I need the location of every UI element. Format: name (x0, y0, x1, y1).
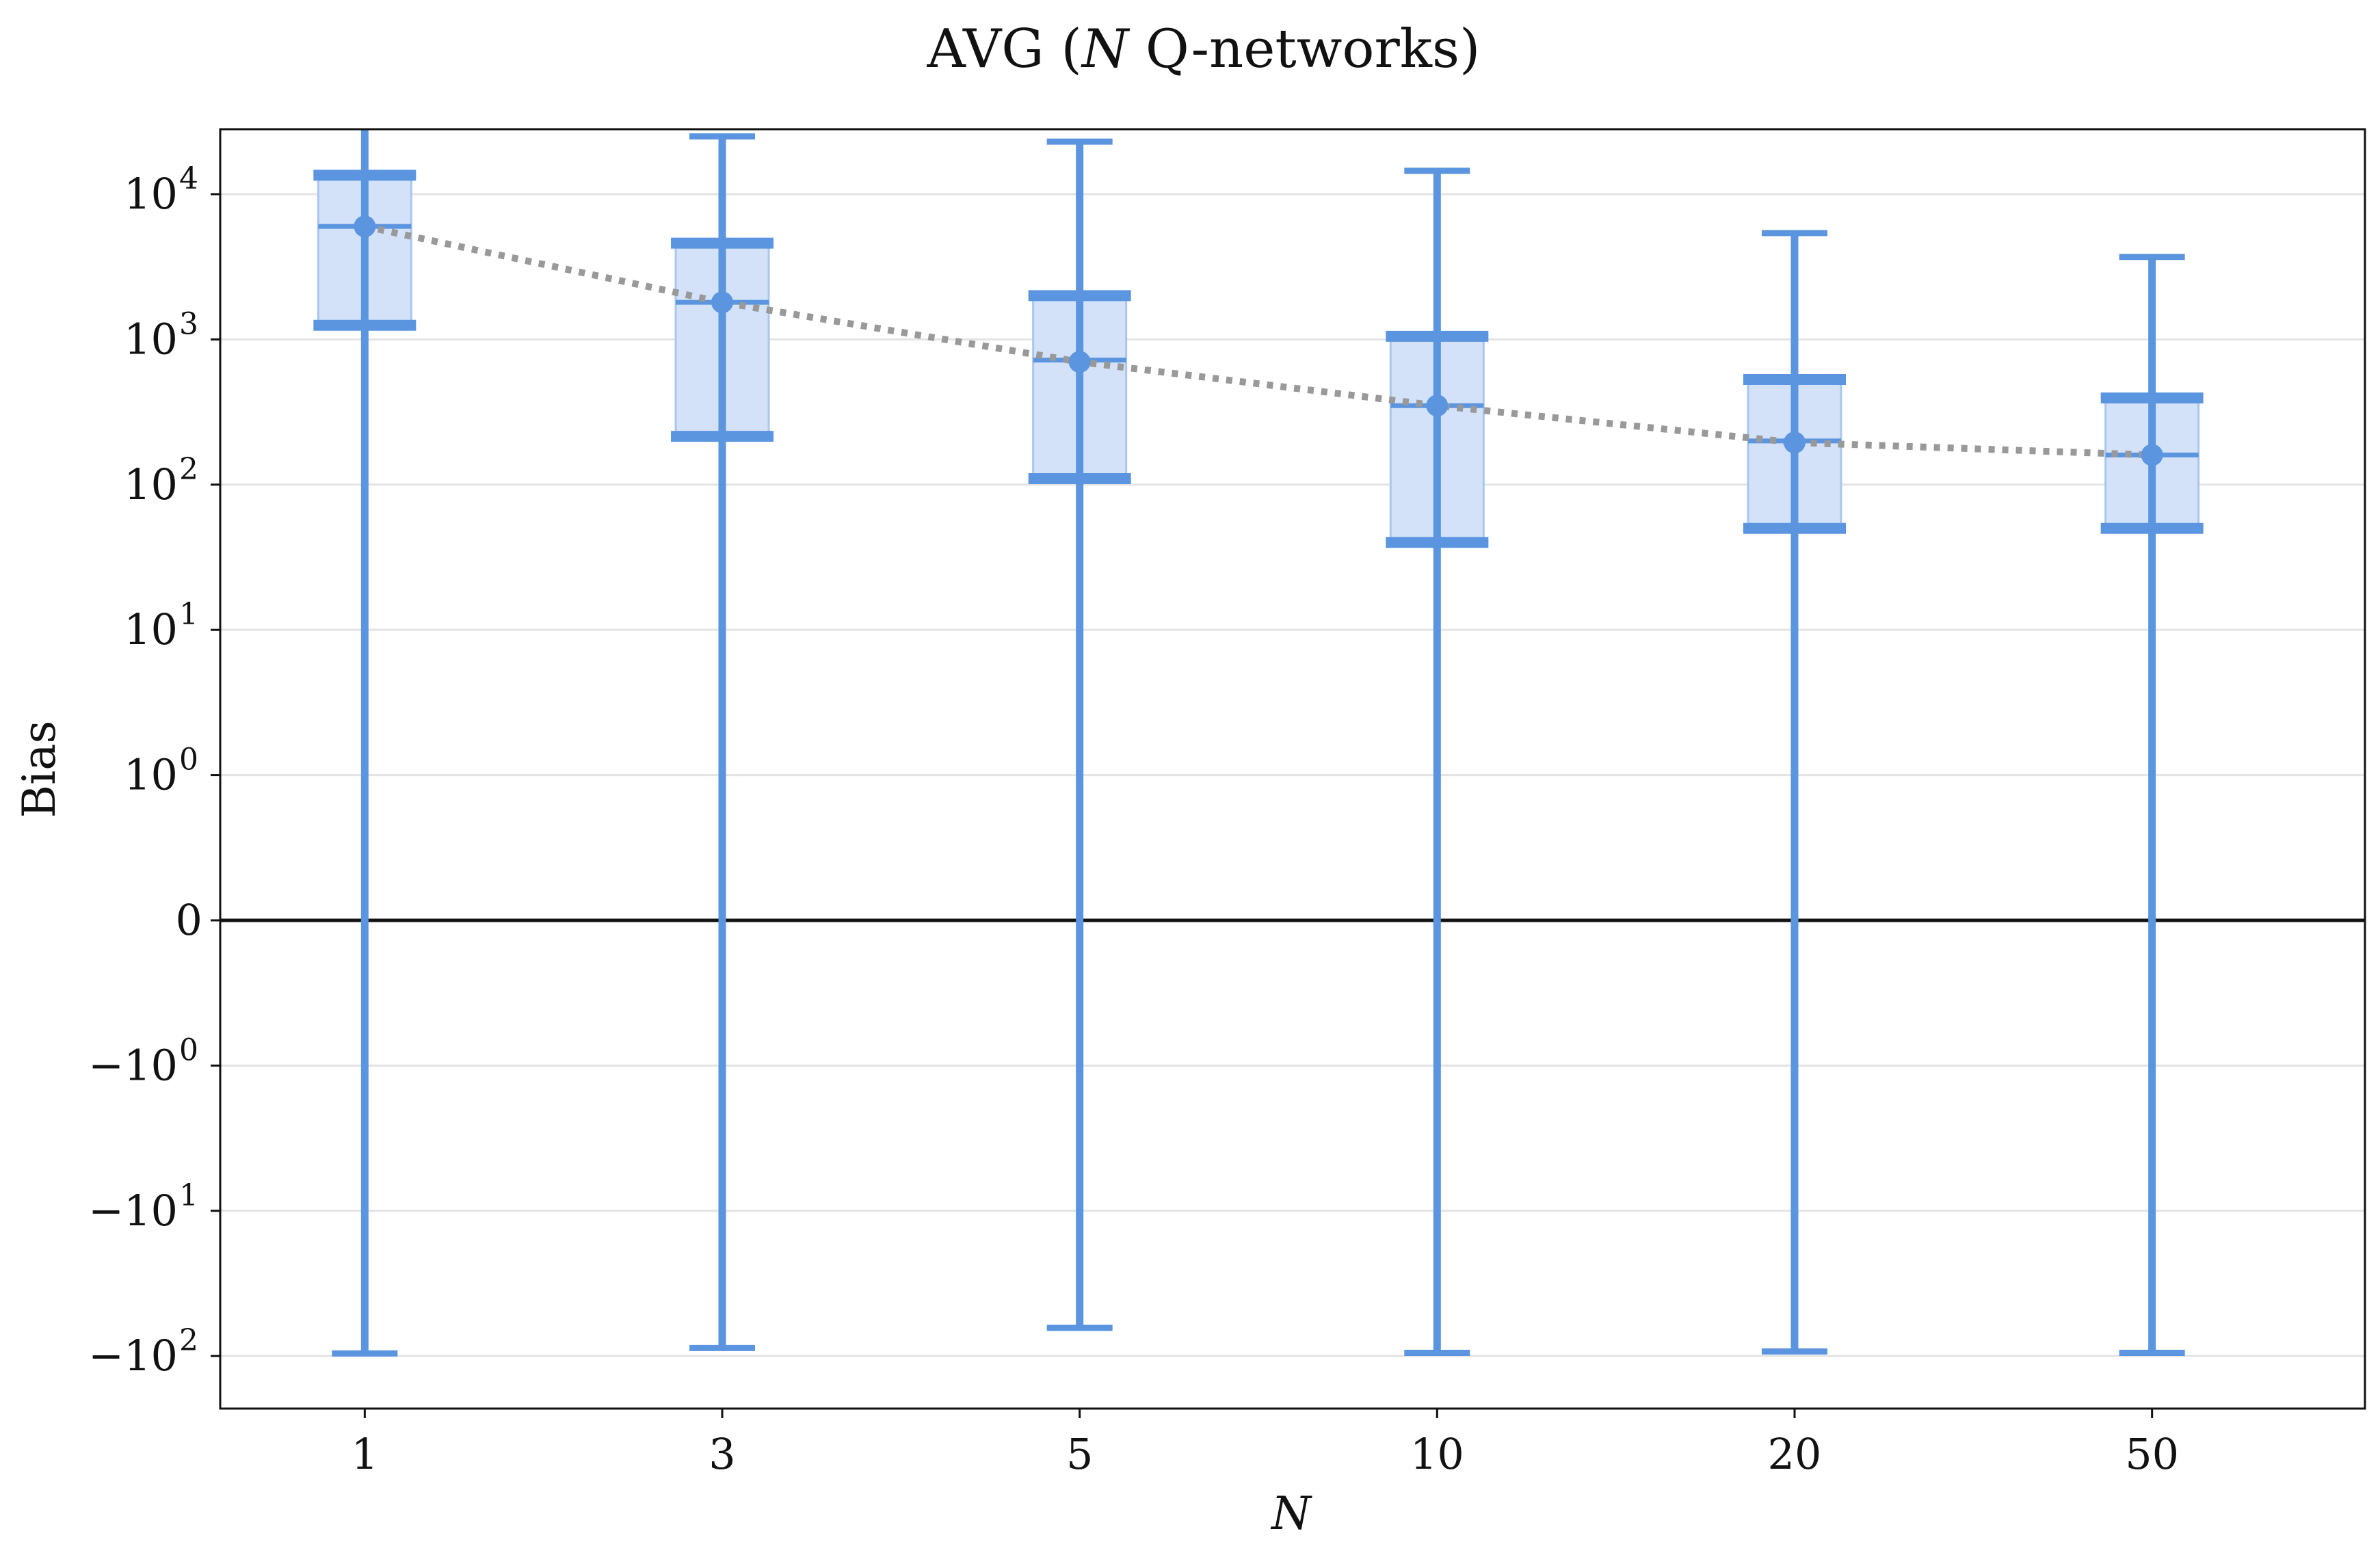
y-tick-label: 10 (124, 459, 178, 509)
box-3 (671, 133, 774, 1351)
mean-marker (1068, 351, 1091, 373)
box-20 (1743, 230, 1846, 1355)
mean-marker (711, 291, 733, 314)
plot-frame (219, 128, 2366, 1410)
y-tick-exponent: 2 (179, 452, 198, 487)
x-ticks: 1 3 5 10 20 50 (352, 1409, 2179, 1479)
y-tick-label: 10 (124, 750, 178, 800)
gridlines (220, 193, 2365, 1357)
x-tick-label: 50 (2125, 1429, 2179, 1479)
mean-trend-line (364, 223, 2152, 459)
boxes (313, 129, 2204, 1357)
y-tick-exponent: 1 (179, 1178, 198, 1213)
y-tick-base: −10 (88, 1186, 178, 1236)
chart-title-part-1: AVG ( (927, 18, 1082, 80)
y-tick-base: 10 (124, 459, 178, 509)
y-tick-label: 0 (176, 895, 202, 945)
mean-line-group (354, 215, 2163, 466)
y-tick-exponent: 2 (179, 1323, 198, 1358)
y-tick-base: −10 (88, 1331, 178, 1381)
box-50 (2100, 254, 2204, 1356)
y-tick-base: −10 (88, 1040, 178, 1090)
mean-marker (2141, 444, 2163, 466)
box-10 (1386, 168, 1489, 1356)
mean-marker (1426, 395, 1449, 417)
chart-title-part-3: Q-networks) (1128, 18, 1480, 80)
y-tick-base: 10 (124, 604, 178, 654)
y-tick-base: 0 (176, 895, 202, 945)
x-tick-label: 5 (1066, 1429, 1093, 1479)
x-tick-label: 3 (709, 1429, 735, 1479)
y-tick-exponent: 0 (179, 743, 198, 777)
y-tick-exponent: 0 (179, 1032, 198, 1067)
y-tick-exponent: 4 (179, 161, 198, 196)
y-tick-exponent: 3 (179, 306, 198, 341)
y-tick-exponent: 1 (179, 597, 198, 632)
x-tick-label: 20 (1768, 1429, 1822, 1479)
x-tick-label: 10 (1410, 1429, 1464, 1479)
y-axis-label: Bias (13, 721, 66, 818)
y-tick-label: −10 (88, 1186, 178, 1236)
x-axis-label: N (1270, 1487, 1312, 1540)
mean-marker (1784, 431, 1806, 454)
y-tick-base: 10 (124, 314, 178, 364)
chart-title-part-2: N (1081, 18, 1130, 80)
y-tick-base: 10 (124, 169, 178, 219)
y-tick-label: −10 (88, 1040, 178, 1090)
y-tick-label: 10 (124, 604, 178, 654)
y-tick-label: 10 (124, 314, 178, 364)
box-1 (313, 129, 416, 1357)
x-tick-label: 1 (352, 1429, 378, 1479)
y-tick-base: 10 (124, 750, 178, 800)
chart-title: AVG (N Q-networks) (927, 18, 1481, 80)
y-tick-label: −10 (88, 1331, 178, 1381)
mean-marker (354, 215, 376, 238)
box-5 (1028, 138, 1131, 1331)
y-tick-label: 10 (124, 169, 178, 219)
